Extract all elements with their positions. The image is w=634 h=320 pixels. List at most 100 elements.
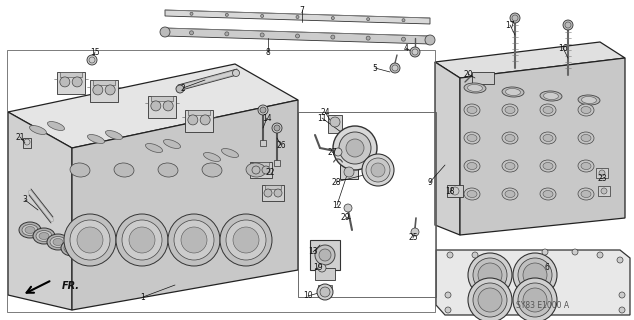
Ellipse shape (581, 190, 591, 197)
Circle shape (274, 189, 282, 197)
Ellipse shape (467, 84, 482, 92)
Text: 28: 28 (331, 178, 340, 187)
Bar (148, 96, 176, 118)
Bar (274, 160, 280, 166)
Circle shape (160, 27, 170, 37)
Text: 4: 4 (404, 44, 408, 52)
Circle shape (331, 35, 335, 39)
Circle shape (411, 228, 419, 236)
Polygon shape (8, 112, 72, 310)
Polygon shape (435, 62, 460, 235)
Circle shape (371, 163, 385, 177)
Ellipse shape (464, 132, 480, 144)
Ellipse shape (64, 243, 80, 253)
Ellipse shape (202, 163, 222, 177)
Circle shape (402, 19, 405, 22)
Polygon shape (8, 64, 298, 148)
Ellipse shape (48, 122, 65, 131)
Ellipse shape (36, 230, 52, 242)
Circle shape (168, 214, 220, 266)
Circle shape (295, 34, 299, 38)
Text: 17: 17 (505, 20, 515, 29)
Bar (253, 162, 269, 166)
Circle shape (72, 77, 82, 87)
Text: 19: 19 (313, 263, 323, 273)
Circle shape (468, 278, 512, 320)
Circle shape (70, 220, 110, 260)
Text: 23: 23 (597, 173, 607, 182)
Circle shape (510, 13, 520, 23)
Ellipse shape (502, 160, 518, 172)
Circle shape (401, 37, 406, 41)
Ellipse shape (464, 83, 486, 93)
Ellipse shape (505, 163, 515, 170)
Ellipse shape (505, 107, 515, 114)
Ellipse shape (145, 143, 162, 153)
Ellipse shape (29, 125, 46, 134)
Circle shape (392, 65, 398, 71)
Text: 16: 16 (558, 44, 568, 52)
Bar (90, 80, 118, 102)
Circle shape (296, 15, 299, 19)
Ellipse shape (581, 163, 591, 170)
Circle shape (60, 77, 70, 87)
Text: 11: 11 (317, 114, 327, 123)
Circle shape (366, 18, 370, 20)
Text: 29: 29 (340, 213, 350, 222)
Ellipse shape (540, 91, 562, 101)
Circle shape (366, 36, 370, 40)
Bar (598, 186, 610, 196)
Circle shape (518, 283, 552, 317)
Ellipse shape (543, 190, 553, 197)
Ellipse shape (464, 160, 480, 172)
Text: 13: 13 (308, 247, 318, 257)
Polygon shape (436, 250, 630, 315)
Circle shape (513, 278, 557, 320)
Circle shape (597, 252, 603, 258)
Circle shape (599, 170, 605, 176)
Ellipse shape (540, 160, 556, 172)
Text: SY83 E1000 A: SY83 E1000 A (517, 301, 569, 310)
Text: 26: 26 (276, 140, 286, 149)
Circle shape (176, 85, 184, 93)
Ellipse shape (39, 233, 49, 239)
Ellipse shape (578, 160, 594, 172)
Ellipse shape (467, 107, 477, 114)
Circle shape (478, 263, 502, 287)
Ellipse shape (543, 92, 559, 100)
Polygon shape (165, 28, 430, 44)
Ellipse shape (464, 104, 480, 116)
Circle shape (410, 47, 420, 57)
Circle shape (233, 227, 259, 253)
Polygon shape (72, 100, 298, 310)
Text: 5: 5 (373, 63, 377, 73)
Bar (151, 96, 173, 101)
Text: 18: 18 (445, 188, 455, 196)
Bar (250, 162, 272, 178)
Circle shape (225, 13, 228, 16)
Text: 21: 21 (15, 132, 25, 141)
Text: 8: 8 (266, 47, 270, 57)
Circle shape (523, 288, 547, 312)
Circle shape (93, 85, 103, 95)
Ellipse shape (70, 163, 90, 177)
Text: 1: 1 (141, 292, 145, 301)
Circle shape (523, 263, 547, 287)
Circle shape (447, 252, 453, 258)
Bar (185, 110, 213, 132)
Bar (310, 240, 340, 270)
Text: 2: 2 (181, 84, 185, 92)
Circle shape (445, 292, 451, 298)
Ellipse shape (578, 95, 600, 105)
Circle shape (233, 69, 240, 76)
Ellipse shape (543, 134, 553, 141)
Text: 22: 22 (265, 167, 275, 177)
Circle shape (619, 292, 625, 298)
Ellipse shape (67, 244, 77, 252)
Circle shape (473, 258, 507, 292)
Ellipse shape (164, 140, 181, 148)
Bar (340, 165, 358, 179)
Ellipse shape (467, 190, 477, 197)
Circle shape (617, 257, 623, 263)
Polygon shape (435, 42, 625, 78)
